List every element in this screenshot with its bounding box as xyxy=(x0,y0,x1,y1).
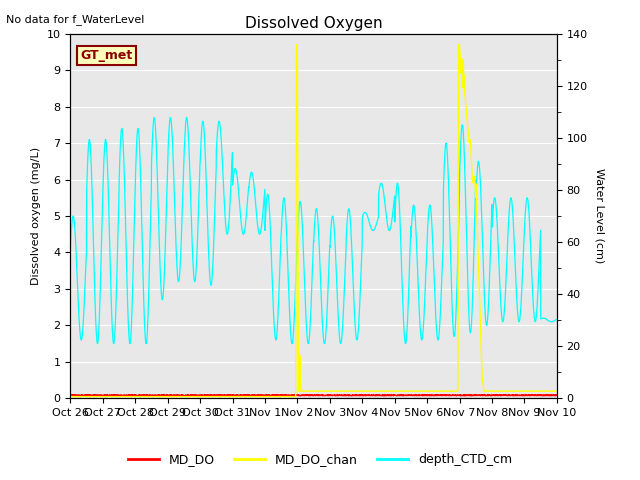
Y-axis label: Dissolved oxygen (mg/L): Dissolved oxygen (mg/L) xyxy=(31,147,41,285)
Title: Dissolved Oxygen: Dissolved Oxygen xyxy=(244,16,383,31)
Text: GT_met: GT_met xyxy=(80,49,132,62)
Legend: MD_DO, MD_DO_chan, depth_CTD_cm: MD_DO, MD_DO_chan, depth_CTD_cm xyxy=(123,448,517,471)
Text: No data for f_WaterLevel: No data for f_WaterLevel xyxy=(6,14,145,25)
Y-axis label: Water Level (cm): Water Level (cm) xyxy=(595,168,604,264)
